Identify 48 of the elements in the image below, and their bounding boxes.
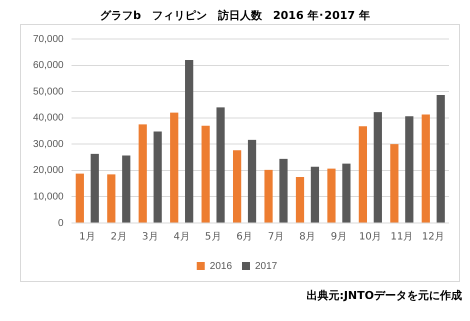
bar — [405, 116, 414, 222]
x-tick-label: 4月 — [173, 232, 190, 243]
bar — [374, 112, 382, 222]
legend-label: 2016 — [210, 260, 232, 272]
y-tick-label: 40,000 — [32, 112, 64, 124]
x-tick-label: 6月 — [236, 232, 253, 243]
bar — [107, 174, 116, 222]
bar — [436, 94, 445, 222]
bar — [122, 155, 130, 222]
bar — [390, 144, 398, 222]
bar — [232, 150, 242, 222]
y-tick-label: 70,000 — [32, 34, 64, 45]
bar — [342, 164, 350, 222]
bar — [310, 166, 320, 222]
bar — [90, 154, 99, 222]
bar — [185, 60, 194, 222]
chart-title: グラフb フィリピン 訪日人数 2016 年･2017 年 — [99, 8, 371, 24]
y-tick-label: 10,000 — [32, 191, 64, 202]
bar — [296, 177, 304, 222]
bar — [138, 124, 147, 222]
y-tick-label: 30,000 — [32, 138, 64, 150]
x-tick-label: 8月 — [299, 232, 316, 243]
y-tick-label: 60,000 — [32, 60, 64, 72]
x-tick-label: 5月 — [204, 232, 222, 243]
bar — [216, 107, 225, 222]
bar — [202, 126, 210, 222]
y-tick-label: 0 — [58, 218, 64, 229]
x-tick-label: 2月 — [110, 232, 127, 243]
bar — [358, 126, 368, 222]
x-tick-label: 9月 — [330, 232, 348, 243]
bar — [279, 158, 288, 222]
x-tick-label: 12月 — [422, 232, 445, 243]
bar — [264, 170, 273, 222]
bar — [170, 112, 178, 222]
bar — [422, 114, 430, 222]
x-tick-label: 11月 — [390, 232, 414, 243]
x-tick-label: 1月 — [79, 232, 96, 243]
x-tick-label: 10月 — [359, 232, 382, 243]
y-tick-label: 50,000 — [32, 86, 64, 98]
bar — [327, 168, 336, 222]
x-tick-label: 3月 — [142, 232, 158, 243]
text: 出典元:JNTOデータを元に作成 — [305, 288, 462, 303]
x-tick-label: 7月 — [268, 232, 284, 243]
bar — [248, 140, 256, 222]
bar — [154, 132, 162, 222]
legend-label: 2017 — [255, 260, 278, 272]
bar — [76, 174, 84, 222]
y-tick-label: 20,000 — [32, 165, 64, 176]
